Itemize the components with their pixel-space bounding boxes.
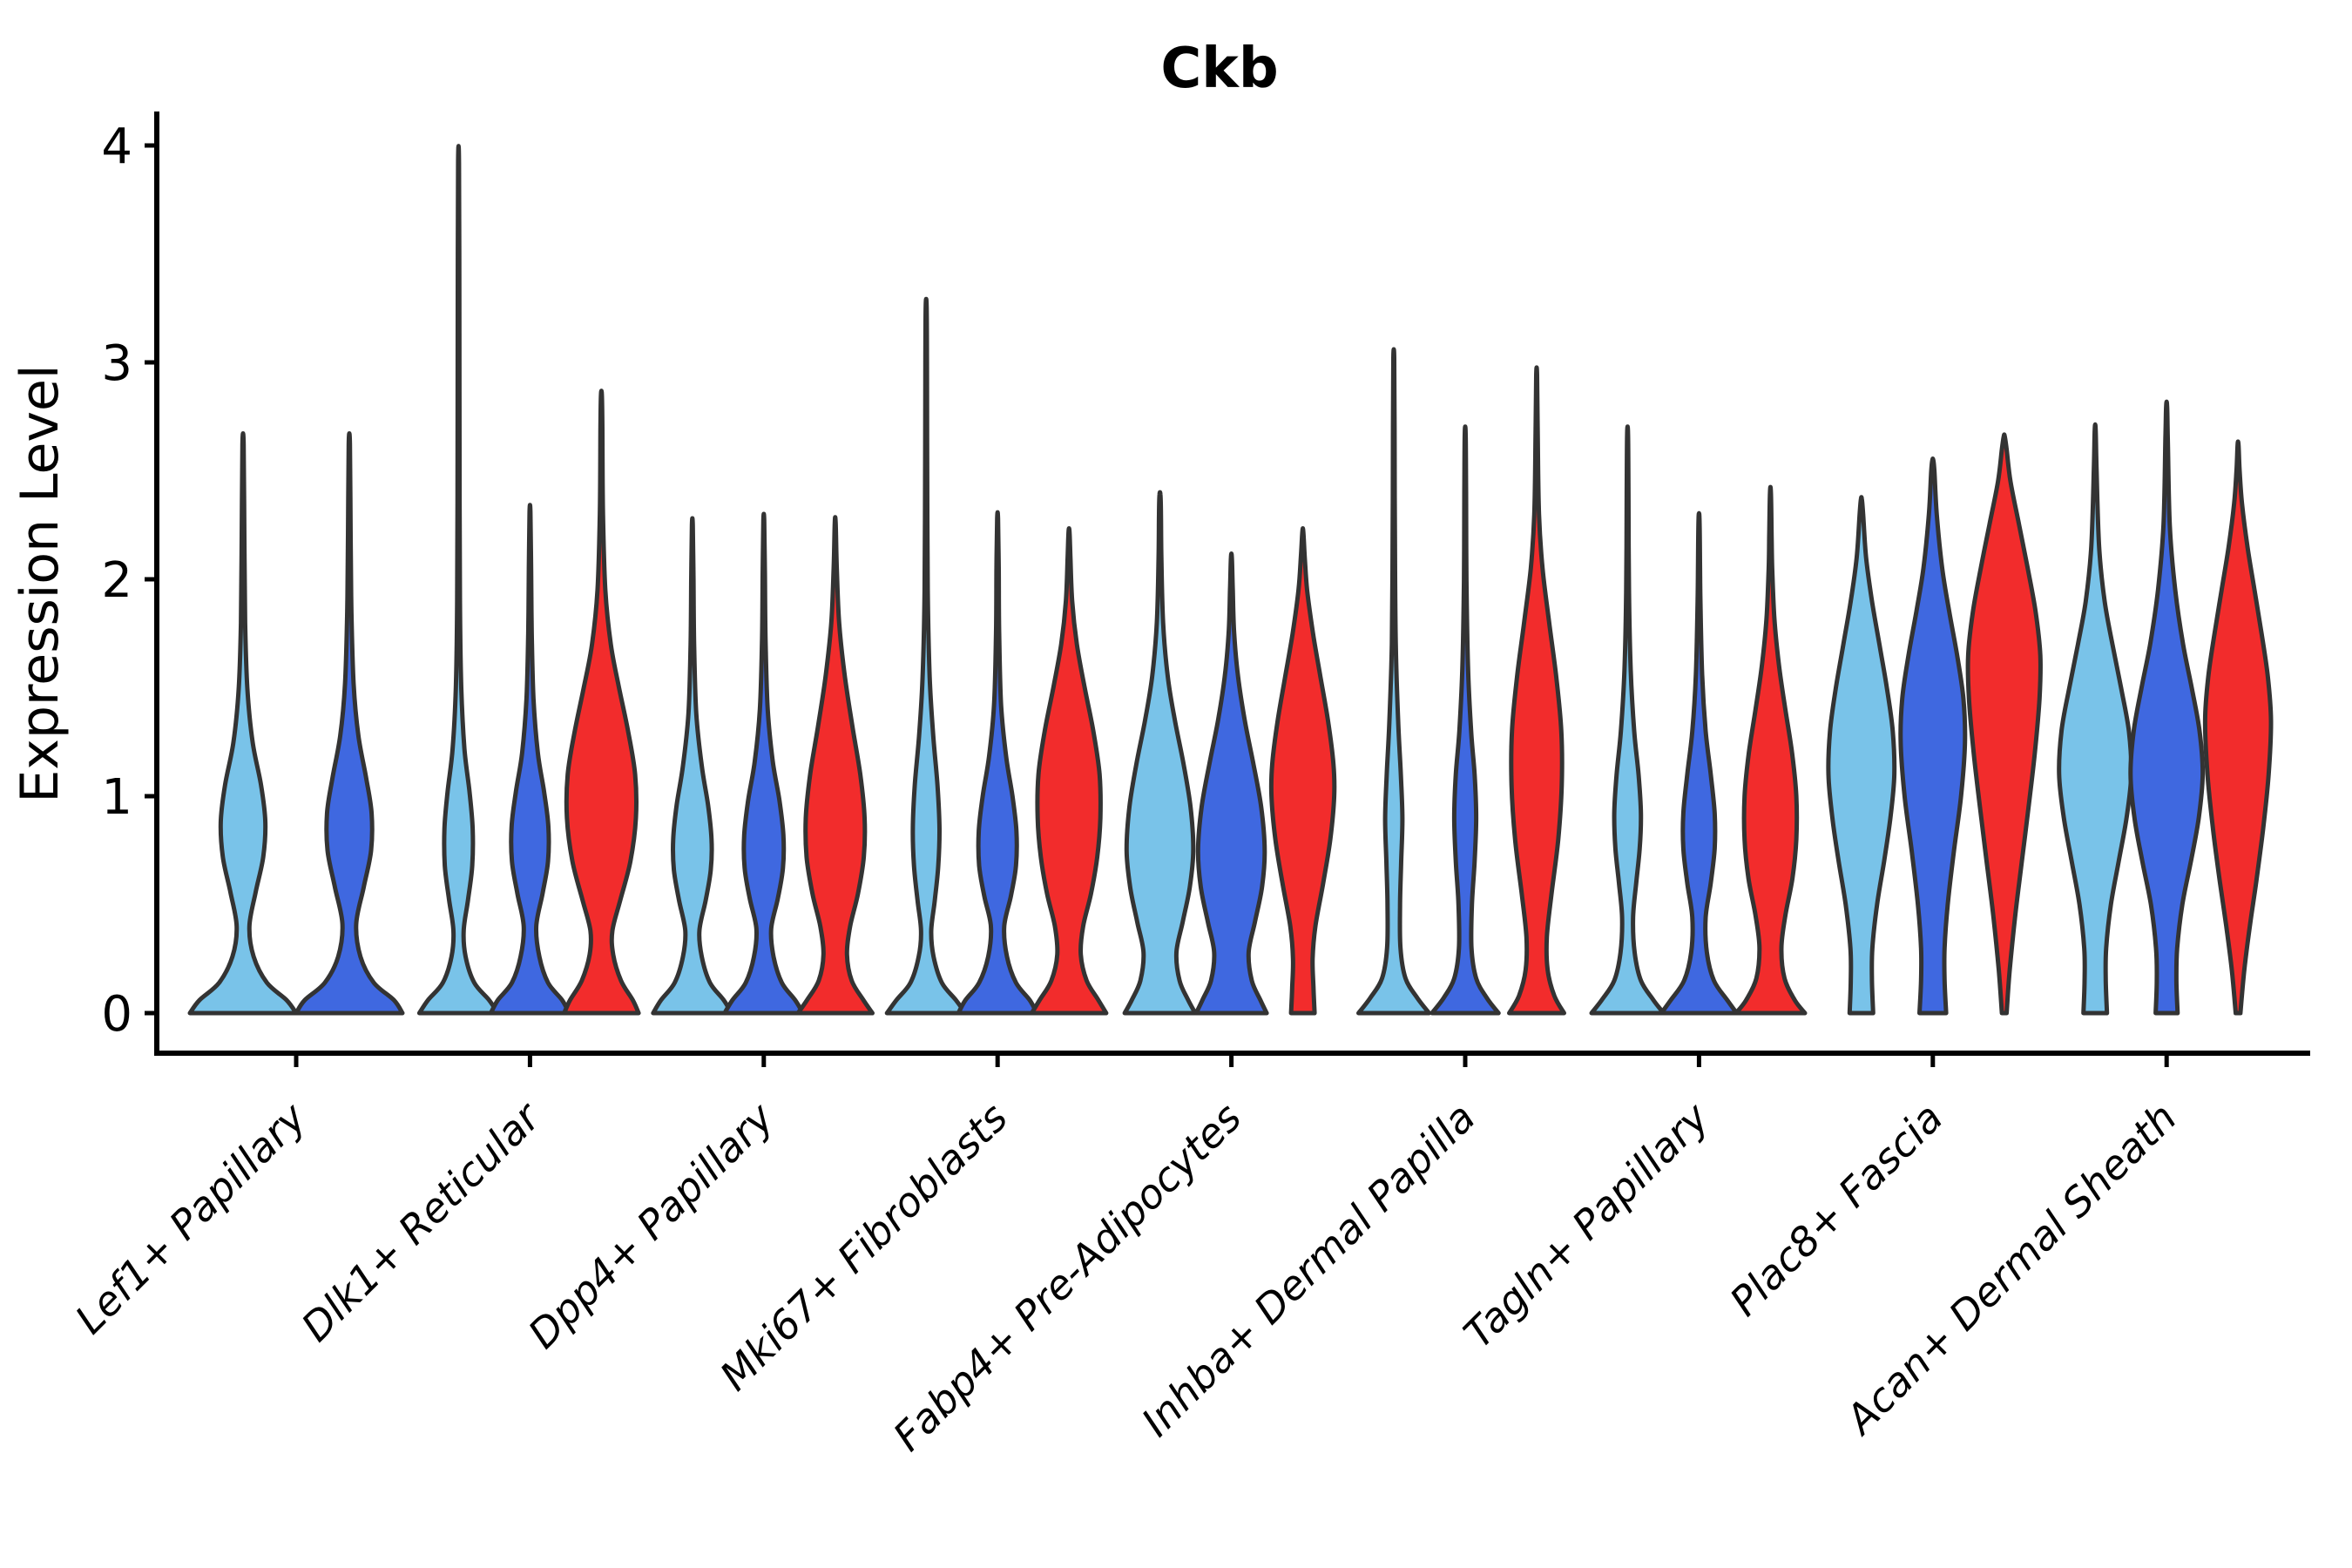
violin-red	[1734, 484, 1808, 1016]
violin-blue	[488, 503, 571, 1016]
violin-blue	[1193, 551, 1269, 1016]
violin-blue	[722, 511, 806, 1016]
violin-lightblue	[2057, 422, 2134, 1016]
violin-blue	[1429, 424, 1501, 1016]
violins-layer	[187, 144, 2274, 1016]
y-tick-label: 4	[101, 118, 132, 175]
violin-lightblue	[1122, 490, 1198, 1016]
violin-lightblue	[884, 296, 968, 1016]
violin-blue	[2128, 399, 2206, 1016]
violin-red	[562, 389, 641, 1016]
y-axis-ticks: 0 1 2 3 4	[101, 118, 157, 1043]
violin-red	[1507, 365, 1566, 1016]
violin-red	[795, 515, 875, 1016]
violin-red	[1029, 525, 1109, 1016]
violin-red	[1965, 432, 2043, 1016]
violin-lightblue	[1826, 495, 1897, 1016]
violin-lightblue	[1356, 347, 1431, 1016]
violin-lightblue	[1589, 424, 1666, 1016]
violin-lightblue	[651, 516, 734, 1016]
y-axis-label: Expression Level	[10, 364, 71, 802]
violin-lightblue	[187, 431, 299, 1016]
violin-lightblue	[416, 144, 500, 1016]
violin-blue	[1898, 456, 1968, 1016]
violin-red	[2202, 439, 2274, 1016]
plot-title: Ckb	[1160, 37, 1278, 101]
violin-blue	[956, 510, 1039, 1016]
y-tick-label: 2	[101, 552, 132, 609]
violin-blue	[294, 431, 405, 1016]
violin-red	[1268, 525, 1337, 1016]
y-tick-label: 3	[101, 335, 132, 392]
y-tick-label: 0	[101, 986, 132, 1043]
violin-blue	[1659, 510, 1740, 1016]
y-tick-label: 1	[101, 769, 132, 826]
